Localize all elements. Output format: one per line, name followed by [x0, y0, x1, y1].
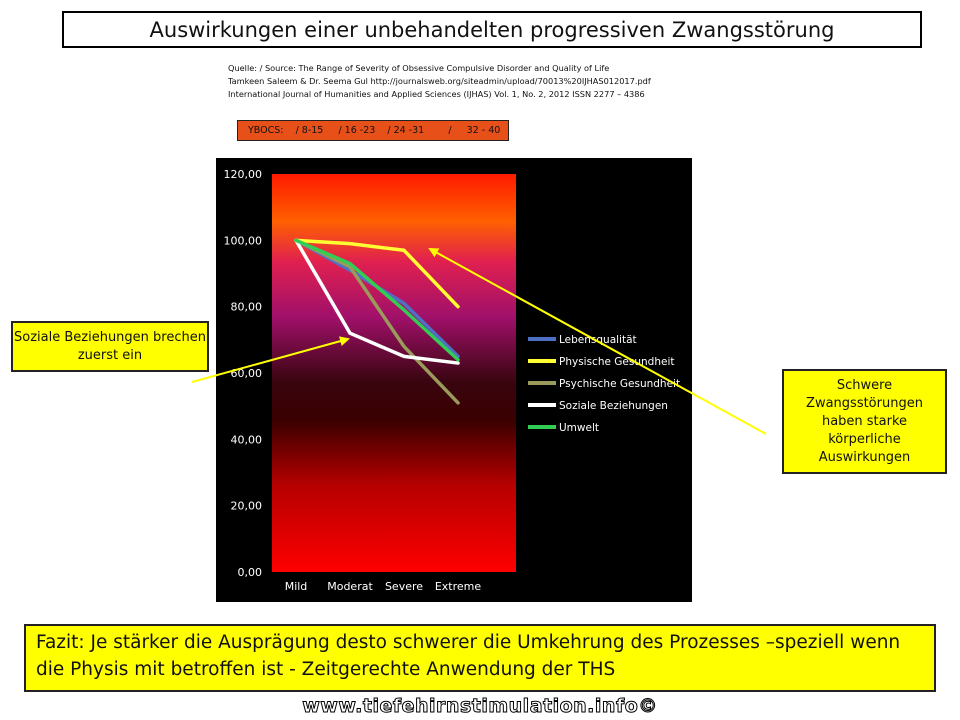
- callout-social-relations: Soziale Beziehungen brechen zuerst ein: [11, 321, 209, 372]
- legend-label: Soziale Beziehungen: [559, 400, 668, 412]
- conclusion-box: Fazit: Je stärker die Ausprägung desto s…: [24, 624, 936, 692]
- legend-label: Physische Gesundheit: [559, 356, 674, 368]
- source-citation: Quelle: / Source: The Range of Severity …: [228, 62, 651, 101]
- series-line: [294, 238, 460, 365]
- slide-title: Auswirkungen einer unbehandelten progres…: [62, 11, 922, 48]
- series-line: [294, 238, 460, 309]
- callout-physical-effects: Schwere Zwangsstörungen haben starke kör…: [782, 369, 947, 474]
- x-tick-label: Severe: [385, 580, 423, 593]
- x-tick-label: Mild: [285, 580, 308, 593]
- chart-container: 0,00 20,00 40,00 60,00 80,00 100,00 120,00 Mil…: [216, 158, 692, 602]
- y-tick-label: 20,00: [231, 500, 263, 513]
- ybocs-scale-bar: YBOCS: / 8-15 / 16 -23 / 24 -31 / 32 - 4…: [237, 120, 509, 141]
- y-tick-label: 40,00: [231, 433, 263, 446]
- x-tick-label: Extreme: [435, 580, 482, 593]
- y-tick-label: 0,00: [238, 566, 263, 579]
- y-tick-label: 80,00: [231, 301, 263, 314]
- legend-label: Umwelt: [559, 422, 599, 434]
- source-line-2: Tamkeen Saleem & Dr. Seema Gul http://jo…: [228, 76, 651, 86]
- footer-website: www.tiefehirnstimulation.info©: [302, 695, 658, 718]
- x-tick-label: Moderat: [327, 580, 373, 593]
- source-line-3: International Journal of Humanities and …: [228, 89, 645, 99]
- legend-label: Lebensqualität: [559, 334, 637, 346]
- series-line: [294, 238, 460, 362]
- arrow-left-callout: [191, 336, 350, 383]
- arrow-right-callout: [428, 248, 767, 435]
- source-line-1: Quelle: / Source: The Range of Severity …: [228, 63, 610, 73]
- legend-label: Psychische Gesundheit: [559, 378, 680, 390]
- y-tick-label: 100,00: [224, 234, 263, 247]
- y-tick-label: 120,00: [224, 168, 263, 181]
